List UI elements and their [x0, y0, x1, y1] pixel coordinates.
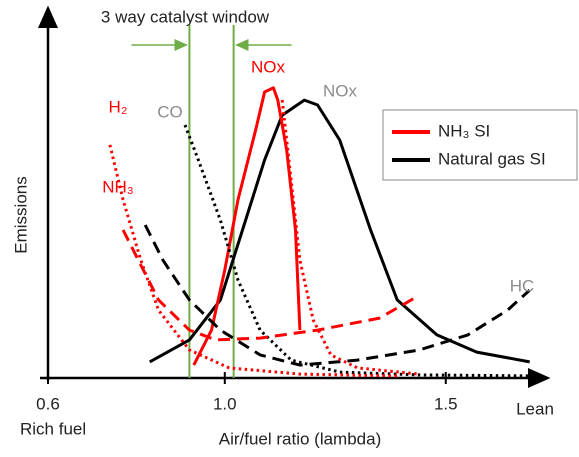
chart-title: 3 way catalyst window [101, 7, 270, 26]
series-line [143, 224, 531, 367]
x-start-label: Rich fuel [20, 419, 86, 438]
x-tick-label: 1.5 [434, 394, 458, 413]
legend-box [382, 109, 578, 181]
series-label: NOx [251, 57, 286, 76]
series-line [280, 99, 420, 376]
legend-label: Natural gas SI [438, 149, 546, 168]
series-line [121, 229, 416, 342]
series-label: HC [510, 276, 535, 295]
series-label: H₂ [109, 97, 128, 116]
legend-label: NH₃ SI [438, 121, 490, 140]
series-label: NH₃ [102, 177, 133, 196]
series-line [192, 86, 302, 366]
series-label: CO [157, 102, 183, 121]
x-tick-label: 0.6 [36, 394, 60, 413]
y-axis-label: Emissions [11, 176, 30, 253]
x-tick-label: 1.0 [213, 394, 237, 413]
series-label: NOx [323, 81, 358, 100]
x-end-label: Lean [516, 399, 554, 418]
series-line [148, 98, 530, 364]
x-axis-label: Air/fuel ratio (lambda) [219, 429, 382, 448]
series-line [108, 144, 398, 378]
